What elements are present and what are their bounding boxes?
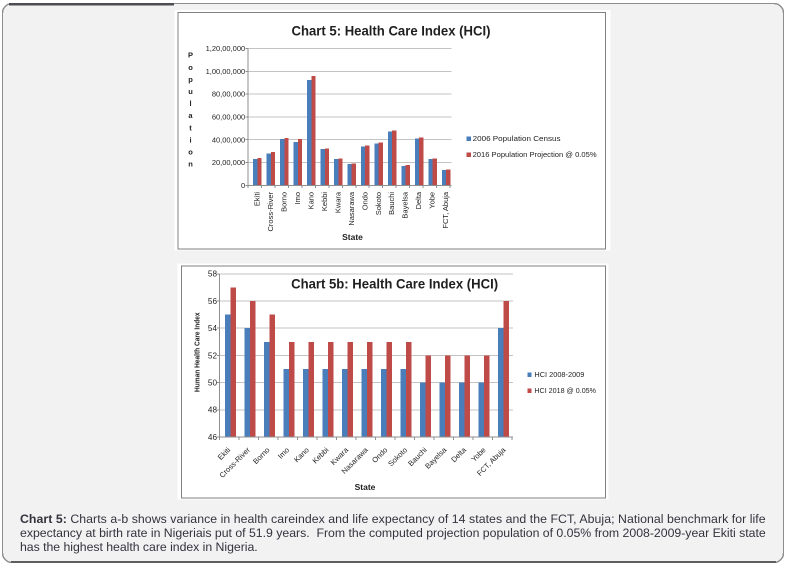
svg-text:Imo: Imo [293, 192, 302, 205]
svg-text:Ekiti: Ekiti [253, 192, 262, 207]
svg-text:Ondo: Ondo [360, 192, 369, 210]
svg-text:a: a [188, 111, 193, 120]
svg-text:58: 58 [208, 270, 218, 279]
svg-text:60,00,000: 60,00,000 [212, 113, 245, 122]
svg-text:u: u [188, 87, 193, 96]
svg-text:1,00,00,000: 1,00,00,000 [206, 67, 246, 76]
svg-text:Chart 5: Health Care Index (HC: Chart 5: Health Care Index (HCI) [292, 22, 491, 38]
svg-text:Kebbi: Kebbi [320, 192, 329, 212]
svg-text:50: 50 [208, 379, 218, 388]
svg-text:l: l [189, 99, 191, 108]
svg-text:2006 Population Census: 2006 Population Census [473, 134, 561, 143]
svg-text:Kwara: Kwara [333, 191, 342, 213]
svg-text:Chart 5b: Health Care Index (H: Chart 5b: Health Care Index (HCI) [291, 275, 498, 291]
svg-text:Human Health Care Index: Human Health Care Index [193, 312, 202, 392]
svg-text:Yobe: Yobe [428, 192, 437, 209]
svg-text:48: 48 [208, 406, 218, 415]
svg-text:i: i [189, 135, 191, 144]
svg-text:2016 Population Projection @ 0: 2016 Population Projection @ 0.05% [473, 150, 597, 159]
svg-text:Kano: Kano [306, 192, 315, 210]
svg-text:State: State [342, 232, 363, 242]
svg-text:56: 56 [208, 297, 218, 306]
svg-text:HCI 2018 @ 0.05%: HCI 2018 @ 0.05% [534, 386, 596, 395]
svg-text:Nasarawa: Nasarawa [347, 191, 356, 226]
svg-text:o: o [188, 148, 193, 157]
svg-text:80,00,000: 80,00,000 [212, 90, 245, 99]
svg-text:0: 0 [241, 181, 245, 190]
svg-text:Sokoto: Sokoto [374, 192, 383, 215]
svg-text:Bauchi: Bauchi [387, 192, 396, 215]
svg-text:o: o [188, 63, 193, 72]
svg-text:HCI 2008-2009: HCI 2008-2009 [534, 370, 584, 379]
svg-text:40,00,000: 40,00,000 [212, 135, 245, 144]
svg-text:FCT, Abuja: FCT, Abuja [441, 191, 450, 229]
svg-text:State: State [355, 482, 376, 492]
svg-text:54: 54 [208, 324, 218, 333]
svg-text:1,20,00,000: 1,20,00,000 [206, 44, 246, 53]
svg-text:Cross-River: Cross-River [266, 191, 275, 231]
svg-text:t: t [189, 123, 192, 132]
svg-text:Delta: Delta [414, 191, 423, 209]
svg-text:Bayelsa: Bayelsa [401, 191, 410, 219]
svg-text:n: n [188, 160, 193, 169]
svg-text:P: P [188, 51, 193, 60]
svg-text:p: p [188, 75, 193, 84]
svg-text:46: 46 [208, 433, 218, 442]
svg-text:20,00,000: 20,00,000 [212, 158, 245, 167]
svg-text:52: 52 [208, 351, 218, 360]
svg-text:Borno: Borno [279, 192, 288, 212]
